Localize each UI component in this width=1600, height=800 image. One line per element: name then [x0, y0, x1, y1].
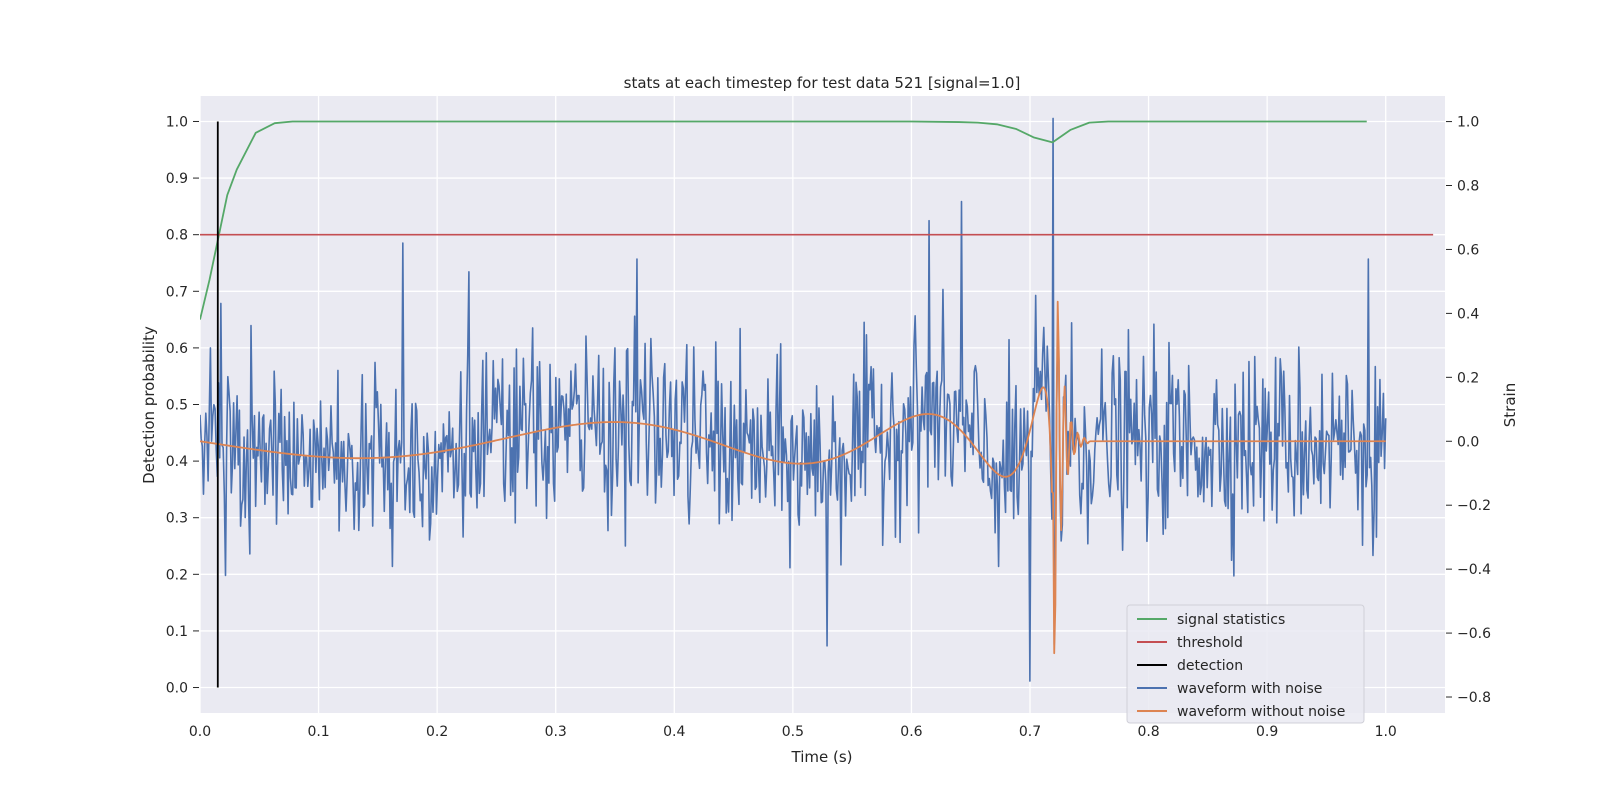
x-tick-label: 0.9	[1256, 724, 1278, 740]
left-y-tick-label: 0.1	[166, 624, 188, 640]
left-y-tick-label: 1.0	[166, 114, 188, 130]
x-tick-label: 0.7	[1019, 724, 1041, 740]
right-y-tick-label: −0.6	[1457, 626, 1491, 642]
left-y-tick-label: 0.9	[166, 171, 188, 187]
legend-box	[1126, 604, 1365, 724]
right-y-tick-label: 0.8	[1457, 179, 1479, 195]
x-axis-label: Time (s)	[791, 748, 853, 766]
right-y-tick-label: 0.0	[1457, 434, 1479, 450]
x-tick-label: 0.2	[426, 724, 448, 740]
waveform-with-noise-line	[200, 117, 1387, 682]
x-tick-label: 0.1	[307, 724, 329, 740]
left-y-tick-label: 0.3	[166, 511, 188, 527]
right-y-axis-label: Strain	[1501, 383, 1519, 427]
signal-statistics-line	[200, 120, 1367, 320]
x-tick-label: 0.0	[189, 724, 211, 740]
legend-entry: detection	[1177, 658, 1243, 674]
left-y-tick-label: 0.5	[166, 398, 188, 414]
legend: signal statistics threshold detection wavef…	[1126, 604, 1365, 724]
right-y-tick-label: 0.2	[1457, 370, 1479, 386]
legend-entry: waveform with noise	[1177, 681, 1322, 697]
x-tick-label: 0.4	[663, 724, 685, 740]
left-y-axis-label: Detection probability	[140, 326, 158, 484]
x-axis-ticks: 0.0 0.1 0.2 0.3 0.4 0.5 0.6 0.7 0.8 0.9 1.0	[189, 724, 1397, 740]
x-tick-label: 0.6	[900, 724, 922, 740]
right-y-tick-label: −0.4	[1457, 562, 1491, 578]
waveform-without-noise-line	[200, 300, 1386, 655]
legend-entry: waveform without noise	[1177, 704, 1345, 720]
left-y-tick-label: 0.8	[166, 228, 188, 244]
right-y-tick-label: −0.8	[1457, 690, 1491, 706]
x-tick-label: 1.0	[1375, 724, 1397, 740]
x-tick-label: 0.3	[545, 724, 567, 740]
left-y-tick-label: 0.4	[166, 454, 188, 470]
left-y-tick-label: 0.6	[166, 341, 188, 357]
right-y-tick-label: −0.2	[1457, 498, 1491, 514]
x-tick-label: 0.8	[1137, 724, 1159, 740]
chart-title: stats at each timestep for test data 521…	[624, 74, 1021, 92]
legend-entry: threshold	[1177, 635, 1243, 651]
right-y-tick-label: 0.6	[1457, 242, 1479, 258]
x-tick-label: 0.5	[782, 724, 804, 740]
left-y-tick-label: 0.2	[166, 567, 188, 583]
left-y-tick-label: 0.7	[166, 284, 188, 300]
left-y-tick-label: 0.0	[166, 681, 188, 697]
left-y-axis-ticks: 0.0 0.1 0.2 0.3 0.4 0.5 0.6 0.7 0.8 0.9 1.0	[166, 114, 199, 697]
legend-entry: signal statistics	[1177, 612, 1285, 628]
right-y-tick-label: 0.4	[1457, 306, 1479, 322]
series-layer	[200, 117, 1434, 688]
right-y-tick-label: 1.0	[1457, 115, 1479, 131]
right-y-axis-ticks: −0.8 −0.6 −0.4 −0.2 0.0 0.2 0.4 0.6 0.8 1.0	[1446, 115, 1491, 706]
